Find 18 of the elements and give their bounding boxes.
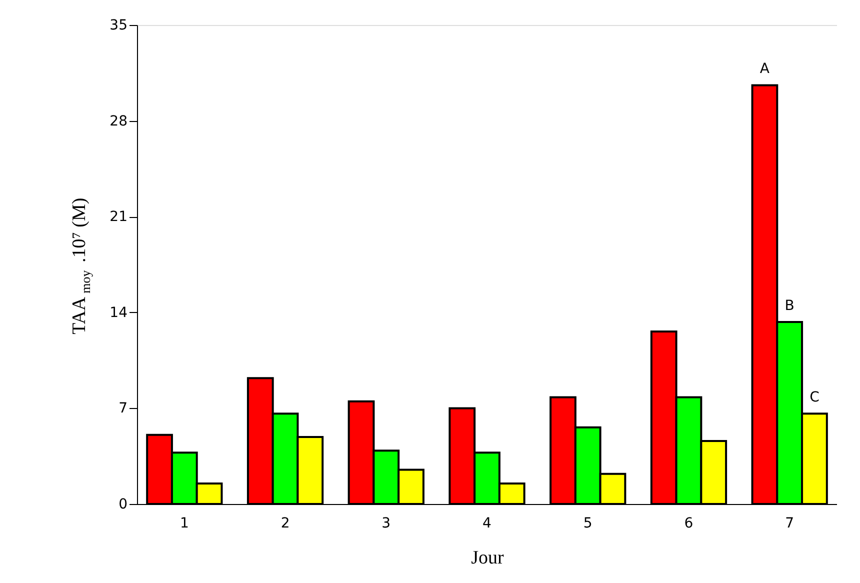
x-tick-label: 3 xyxy=(382,516,391,532)
y-tick-label: 0 xyxy=(118,496,128,512)
y-tick-label: 28 xyxy=(110,113,128,130)
x-tick-label: 7 xyxy=(785,516,794,532)
x-tick-label: 2 xyxy=(280,516,290,532)
x-axis-title: Jour xyxy=(471,548,505,568)
y-tick-label: 35 xyxy=(110,18,128,34)
x-tick-label: 4 xyxy=(482,516,492,532)
annotation: A xyxy=(760,61,770,78)
annotation: B xyxy=(784,298,794,314)
x-tick-label: 5 xyxy=(583,516,592,532)
x-tick-label: 1 xyxy=(180,516,189,532)
annotation: C xyxy=(810,390,820,406)
y-tick-label: 21 xyxy=(110,209,128,226)
y-tick-label: 14 xyxy=(110,304,128,321)
y-tick-label: 7 xyxy=(118,400,128,417)
x-tick-label: 6 xyxy=(684,516,694,532)
y-axis-title: TAAmoy.10⁷ (M) xyxy=(69,198,93,334)
